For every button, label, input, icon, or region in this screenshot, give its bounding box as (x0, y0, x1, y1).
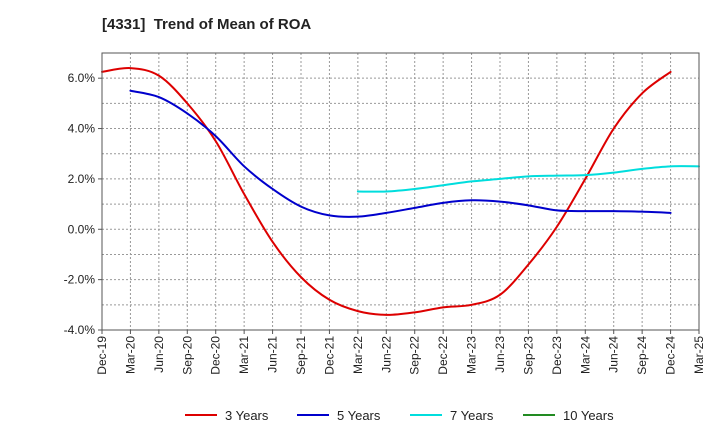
x-tick-label: Dec-19 (95, 336, 109, 375)
x-tick-label: Mar-24 (578, 336, 592, 374)
x-tick-label: Sep-22 (408, 336, 422, 375)
x-tick-label: Mar-23 (465, 336, 479, 374)
x-tick-label: Jun-24 (607, 336, 621, 373)
y-tick-label: -4.0% (64, 323, 96, 337)
x-tick-label: Sep-20 (180, 336, 194, 375)
x-tick-label: Jun-20 (152, 336, 166, 373)
x-tick-label: Mar-25 (692, 336, 706, 374)
legend-label: 10 Years (563, 408, 614, 423)
x-tick-label: Mar-21 (237, 336, 251, 374)
y-tick-label: -2.0% (64, 273, 96, 287)
x-tick-label: Dec-20 (209, 336, 223, 375)
legend-label: 5 Years (337, 408, 381, 423)
x-tick-label: Sep-23 (521, 336, 535, 375)
x-tick-label: Dec-23 (550, 336, 564, 375)
y-tick-label: 4.0% (68, 122, 96, 136)
x-tick-label: Mar-22 (351, 336, 365, 374)
y-tick-label: 6.0% (68, 71, 96, 85)
series-layer (101, 67, 700, 316)
x-tick-label: Dec-22 (436, 336, 450, 375)
legend-label: 7 Years (450, 408, 494, 423)
x-tick-label: Sep-24 (635, 336, 649, 375)
x-tick-label: Jun-23 (493, 336, 507, 373)
series-line-7-years (356, 165, 700, 193)
y-tick-label: 2.0% (68, 172, 96, 186)
x-axis-ticks: Dec-19 Mar-20 Jun-20 Sep-20 Dec-20 Mar-21 Jun-… (95, 330, 706, 375)
x-tick-label: Jun-21 (266, 336, 280, 373)
x-tick-label: Dec-24 (664, 336, 678, 375)
series-line-5-years (129, 89, 672, 218)
x-tick-label: Sep-21 (294, 336, 308, 375)
x-tick-label: Dec-21 (322, 336, 336, 375)
x-tick-label: Mar-20 (123, 336, 137, 374)
y-axis-ticks: 6.0% 4.0% 2.0% 0.0% -2.0% -4.0% (64, 71, 102, 337)
plot-border (101, 52, 700, 331)
x-tick-label: Jun-22 (379, 336, 393, 373)
chart-title: [4331] Trend of Mean of ROA (102, 16, 312, 33)
legend: 3 Years 5 Years 7 Years 10 Years (185, 408, 614, 423)
series-line-3-years (101, 67, 672, 316)
y-tick-label: 0.0% (68, 222, 96, 236)
plot-background (102, 53, 699, 330)
legend-label: 3 Years (225, 408, 269, 423)
